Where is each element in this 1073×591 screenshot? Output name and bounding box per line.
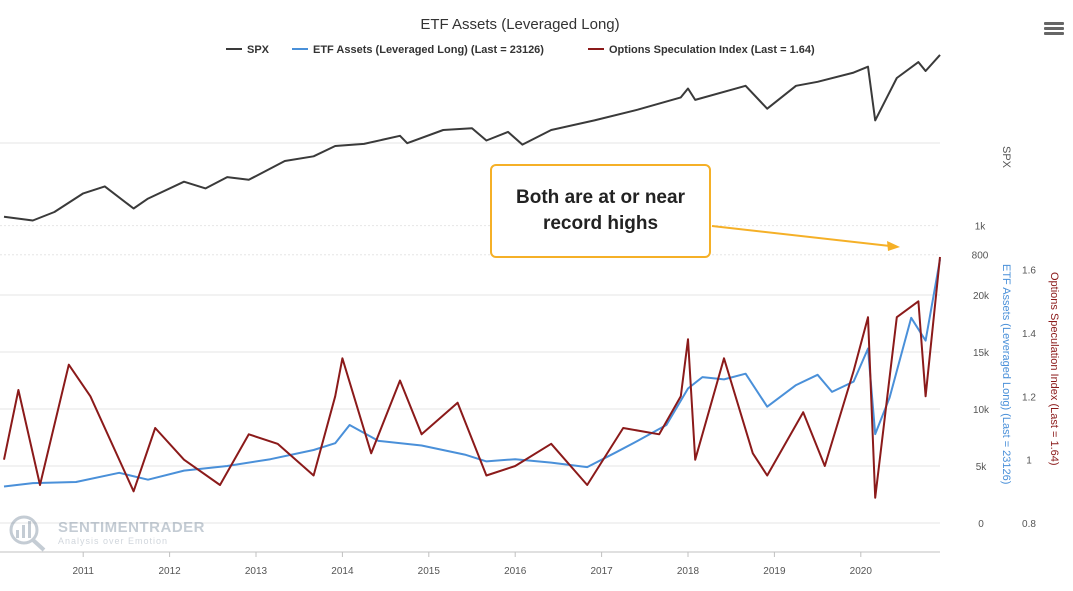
etf-tick-20k: 20k xyxy=(973,291,990,302)
sentimentrader-logo: SENTIMENTRADER Analysis over Emotion xyxy=(6,512,205,552)
etf-tick-15k: 15k xyxy=(973,348,990,359)
legend-item-options-speculation[interactable]: Options Speculation Index (Last = 1.64) xyxy=(588,44,815,56)
x-tick-label-2018: 2018 xyxy=(677,566,700,577)
annotation-arrow xyxy=(711,225,900,251)
logo-magnifier-icon xyxy=(9,515,46,552)
spx-axis-title: SPX xyxy=(1000,146,1012,169)
legend-label-spx: SPX xyxy=(247,44,270,56)
x-tick-label-2016: 2016 xyxy=(504,566,527,577)
x-axis: 2011 2012 2013 2014 2015 2016 2017 2018 2019 2020 xyxy=(72,552,872,577)
osi-tick-1.2: 1.2 xyxy=(1022,392,1036,403)
etf-axis: 0 5k 10k 15k 20k xyxy=(973,291,990,530)
x-tick-label-2013: 2013 xyxy=(245,566,268,577)
etf-axis-title: ETF Assets (Leveraged Long) (Last = 2312… xyxy=(1000,264,1012,484)
osi-tick-1.4: 1.4 xyxy=(1022,329,1036,340)
osi-axis: 0.8 1 1.2 1.4 1.6 xyxy=(1022,266,1036,530)
x-tick-label-2020: 2020 xyxy=(850,566,873,577)
series-line-etf xyxy=(3,259,941,488)
osi-tick-0.8: 0.8 xyxy=(1022,519,1036,530)
legend-item-spx[interactable]: SPX xyxy=(226,44,270,56)
legend-label-etf-assets: ETF Assets (Leveraged Long) (Last = 2312… xyxy=(313,44,544,56)
x-tick-label-2019: 2019 xyxy=(763,566,786,577)
x-tick-label-2012: 2012 xyxy=(158,566,181,577)
spx-tick-800: 800 xyxy=(972,251,989,262)
osi-tick-1: 1 xyxy=(1026,456,1032,467)
chart-title: ETF Assets (Leveraged Long) xyxy=(420,16,619,33)
grid-lines xyxy=(0,142,940,553)
x-tick-label-2011: 2011 xyxy=(72,566,94,577)
series-layer xyxy=(3,54,941,499)
legend-item-etf-assets[interactable]: ETF Assets (Leveraged Long) (Last = 2312… xyxy=(292,44,544,56)
watermark-tagline: Analysis over Emotion xyxy=(58,535,169,546)
series-line-spx xyxy=(3,54,941,222)
etf-tick-10k: 10k xyxy=(973,405,990,416)
watermark-name: SENTIMENTRADER xyxy=(58,518,206,536)
legend: SPX ETF Assets (Leveraged Long) (Last = … xyxy=(226,44,815,56)
hamburger-menu-icon[interactable] xyxy=(1044,20,1064,38)
x-tick-label-2017: 2017 xyxy=(590,566,613,577)
etf-tick-5k: 5k xyxy=(976,462,988,473)
spx-axis: 1k 800 xyxy=(972,222,989,262)
x-tick-label-2014: 2014 xyxy=(331,566,354,577)
x-tick-label-2015: 2015 xyxy=(418,566,441,577)
osi-tick-1.6: 1.6 xyxy=(1022,266,1036,277)
etf-tick-0: 0 xyxy=(978,519,984,530)
series-line-osi xyxy=(3,256,941,499)
annotation-callout: Both are at or near record highs xyxy=(490,164,711,258)
spx-tick-1k: 1k xyxy=(975,222,987,233)
osi-axis-title: Options Speculation Index (Last = 1.64) xyxy=(1048,272,1060,466)
legend-label-options-speculation: Options Speculation Index (Last = 1.64) xyxy=(609,44,815,56)
